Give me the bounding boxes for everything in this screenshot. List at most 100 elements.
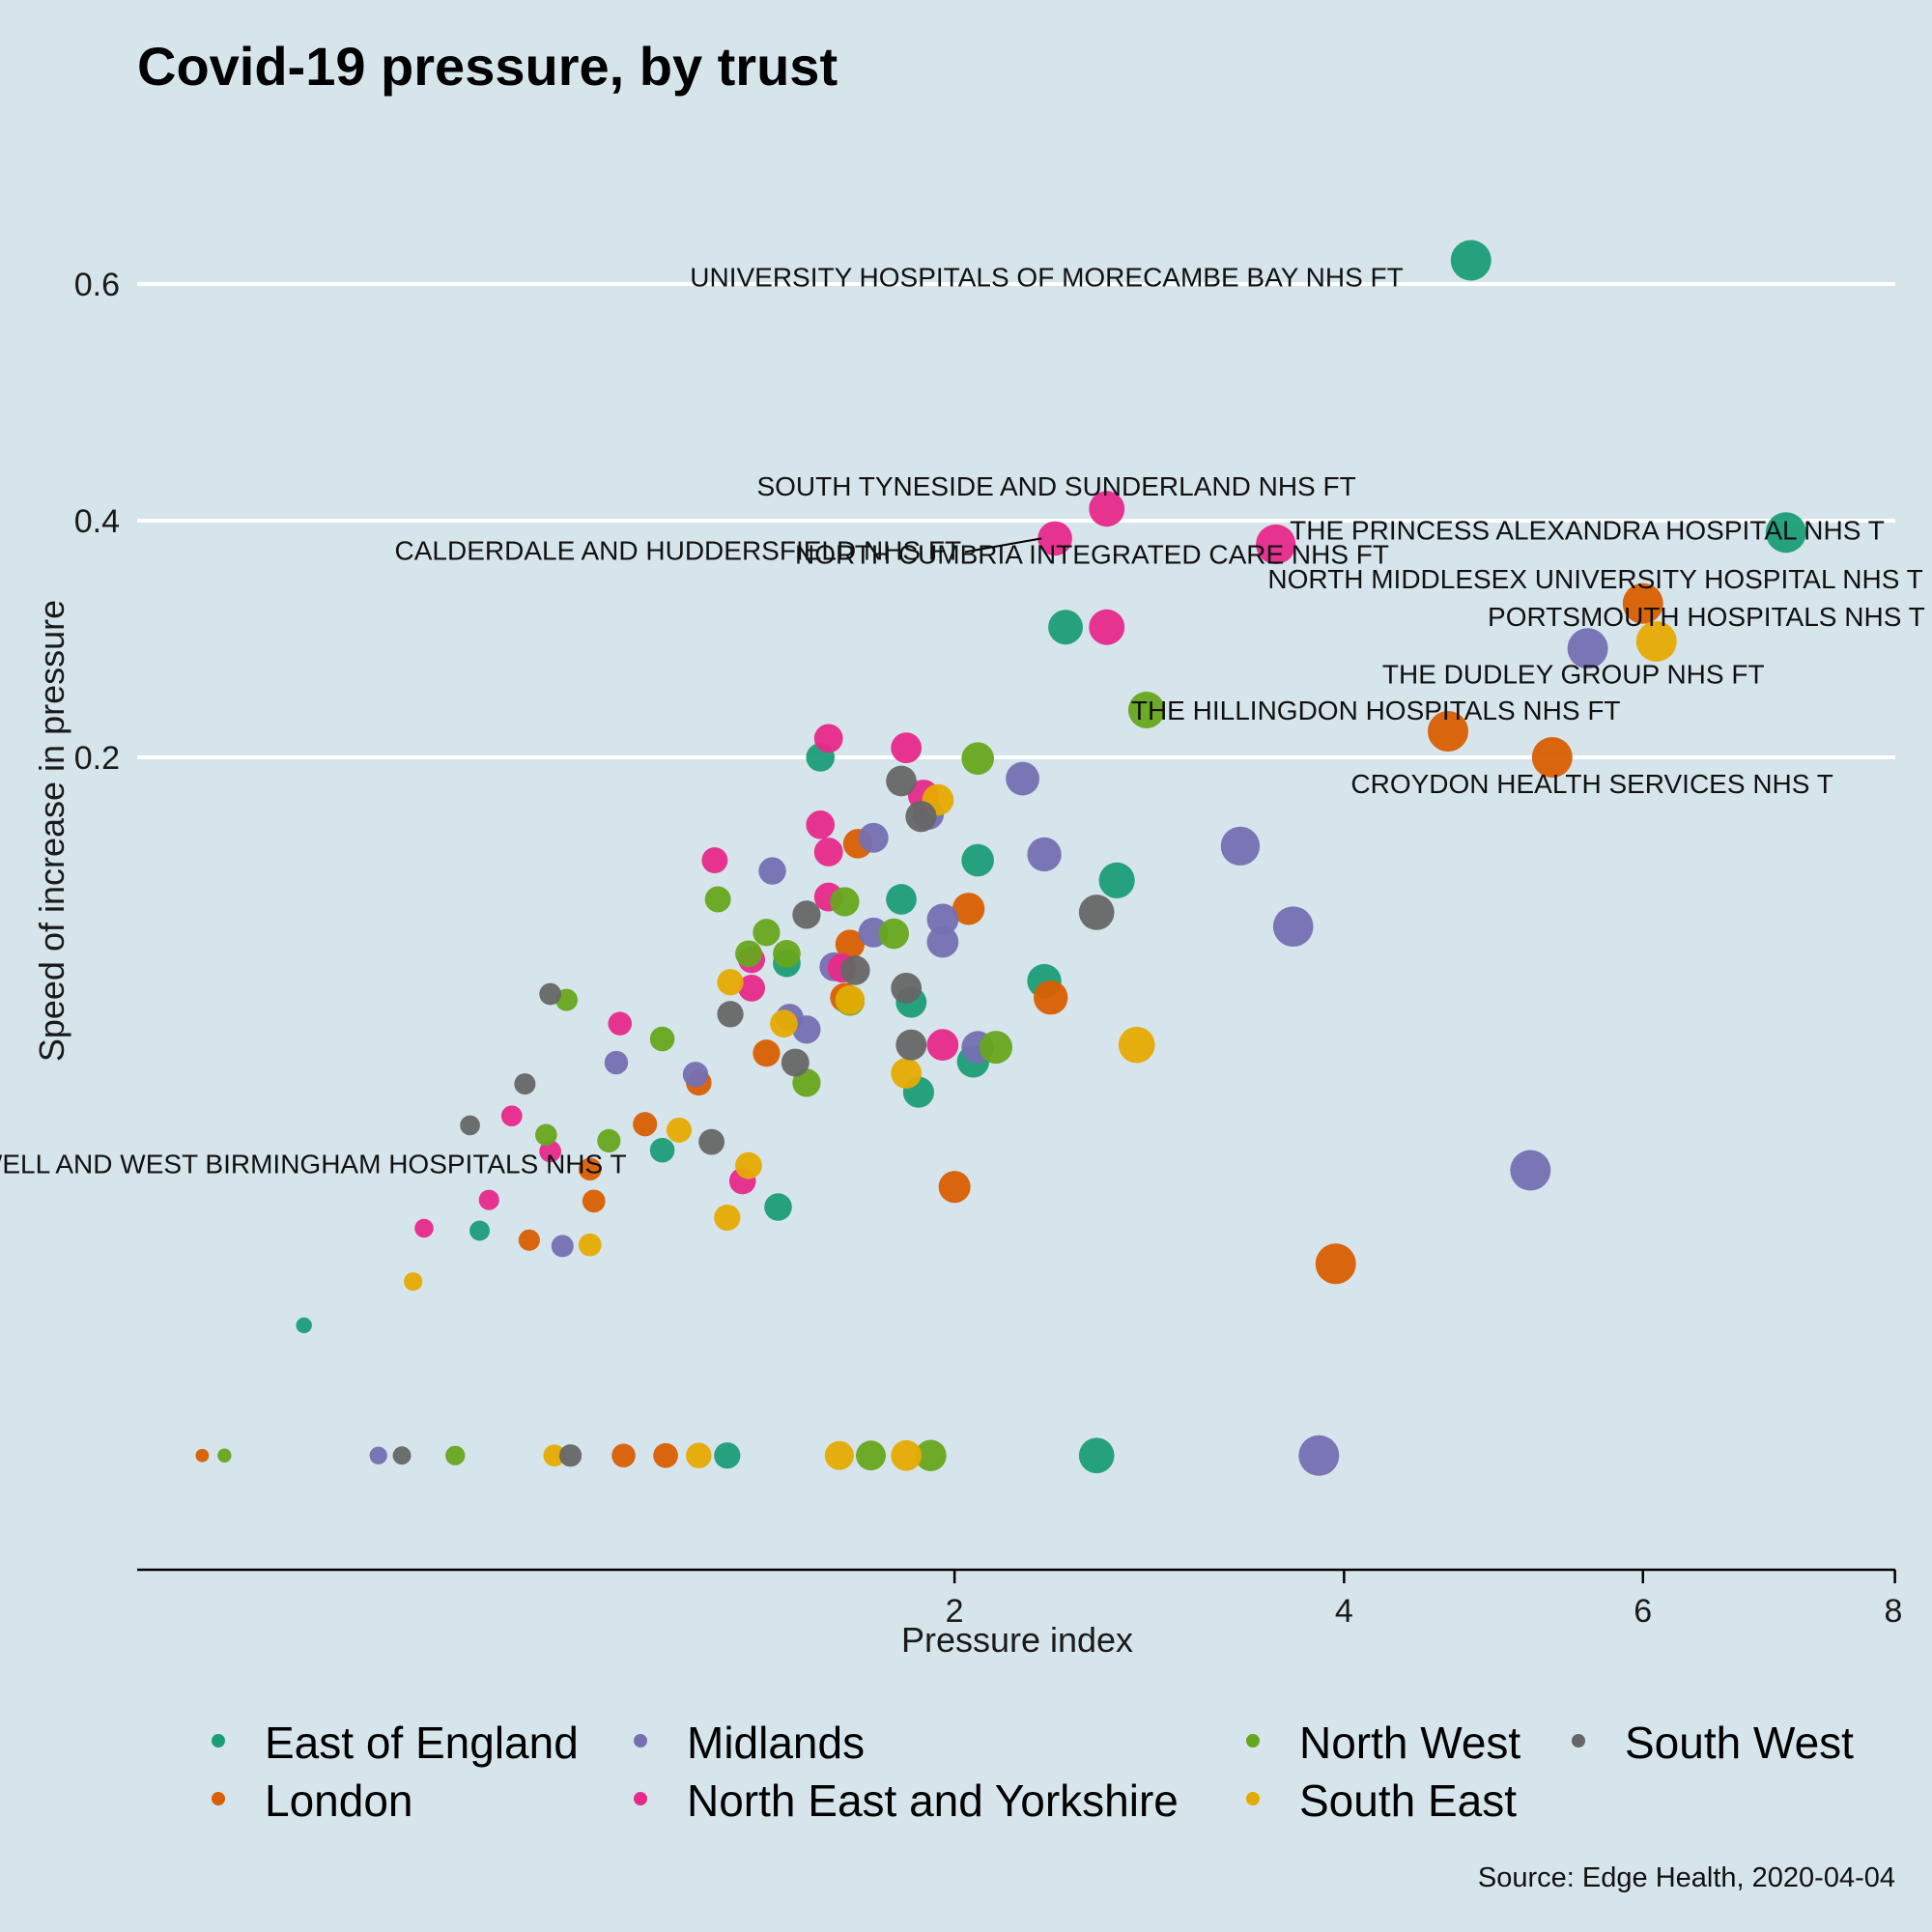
point-annotation: UNIVERSITY HOSPITALS OF MORECAMBE BAY NH… bbox=[690, 263, 1404, 293]
x-tick-label: 2 bbox=[946, 1593, 964, 1630]
data-point bbox=[714, 1204, 741, 1232]
legend-label: East of England bbox=[265, 1718, 579, 1768]
legend-swatch bbox=[1246, 1734, 1260, 1747]
data-point bbox=[753, 919, 781, 947]
data-point bbox=[701, 847, 728, 874]
data-point bbox=[558, 1444, 582, 1467]
data-point bbox=[539, 982, 561, 1006]
data-point bbox=[404, 1272, 423, 1292]
data-point bbox=[781, 1048, 810, 1077]
data-point bbox=[1622, 582, 1663, 624]
data-point bbox=[1033, 980, 1068, 1015]
data-point bbox=[856, 1440, 886, 1471]
data-point bbox=[926, 925, 959, 958]
data-point bbox=[296, 1317, 312, 1334]
data-point bbox=[478, 1189, 499, 1210]
data-point bbox=[682, 1062, 709, 1088]
data-point bbox=[1127, 692, 1165, 728]
gridlines bbox=[137, 282, 1895, 759]
data-point bbox=[753, 1039, 781, 1067]
data-point bbox=[764, 1193, 792, 1221]
data-point bbox=[578, 1233, 602, 1257]
data-point bbox=[1078, 895, 1115, 930]
data-point bbox=[792, 1015, 821, 1044]
data-point bbox=[667, 1117, 693, 1143]
data-point bbox=[1510, 1150, 1551, 1191]
data-point bbox=[633, 1112, 658, 1137]
data-point bbox=[649, 1137, 675, 1163]
label-leader-lines bbox=[964, 537, 1042, 554]
data-point bbox=[611, 1443, 636, 1468]
data-point bbox=[698, 1128, 725, 1155]
point-annotations: UNIVERSITY HOSPITALS OF MORECAMBE BAY NH… bbox=[0, 263, 1925, 1179]
data-point bbox=[858, 822, 889, 853]
data-point bbox=[824, 1440, 854, 1470]
legend-label: North West bbox=[1299, 1718, 1520, 1768]
data-point bbox=[1118, 1026, 1155, 1064]
source-caption: Source: Edge Health, 2020-04-04 bbox=[1478, 1862, 1895, 1893]
data-point bbox=[1428, 711, 1469, 753]
data-point bbox=[891, 1439, 923, 1471]
data-point bbox=[717, 969, 744, 996]
data-point bbox=[608, 1011, 633, 1036]
data-point bbox=[835, 984, 866, 1015]
data-point bbox=[445, 1445, 466, 1465]
point-annotation: SANDWELL AND WEST BIRMINGHAM HOSPITALS N… bbox=[0, 1150, 627, 1179]
y-tick-label: 0.6 bbox=[74, 267, 120, 303]
data-point bbox=[1450, 240, 1492, 281]
data-point bbox=[518, 1229, 540, 1251]
legend-swatch bbox=[212, 1734, 225, 1747]
data-point bbox=[895, 1029, 927, 1061]
x-axis-title: Pressure index bbox=[901, 1620, 1133, 1660]
data-point bbox=[1765, 512, 1806, 554]
data-point bbox=[1635, 620, 1677, 662]
data-point bbox=[830, 887, 860, 917]
data-point bbox=[961, 742, 994, 776]
data-point bbox=[578, 1157, 602, 1181]
data-point bbox=[1006, 761, 1039, 796]
y-tick-label: 0.4 bbox=[74, 503, 120, 540]
data-point bbox=[1089, 609, 1125, 645]
y-tick-labels: 0.2 0.4 0.6 bbox=[74, 267, 120, 777]
x-tick-label: 8 bbox=[1885, 1593, 1903, 1630]
legend-swatch bbox=[1246, 1792, 1260, 1805]
legend-swatch bbox=[1572, 1734, 1585, 1747]
data-point bbox=[717, 1001, 744, 1028]
data-point bbox=[704, 886, 731, 913]
chart-title: Covid-19 pressure, by trust bbox=[137, 36, 838, 97]
data-point bbox=[460, 1115, 480, 1136]
data-point bbox=[1220, 826, 1261, 867]
data-point bbox=[979, 1031, 1013, 1065]
data-point bbox=[878, 918, 910, 950]
data-point bbox=[500, 1105, 523, 1127]
data-point bbox=[582, 1189, 606, 1213]
data-point bbox=[1098, 862, 1135, 898]
y-axis-title: Speed of increase in pressure bbox=[32, 600, 71, 1062]
data-point bbox=[952, 893, 985, 925]
point-annotation: CROYDON HEALTH SERVICES NHS T bbox=[1350, 769, 1833, 799]
data-point bbox=[886, 884, 917, 915]
legend-label: North East and Yorkshire bbox=[687, 1776, 1179, 1826]
data-point bbox=[514, 1073, 536, 1095]
data-point bbox=[539, 1140, 561, 1163]
data-point bbox=[926, 903, 959, 936]
legend-label: South West bbox=[1625, 1718, 1854, 1768]
data-point bbox=[1531, 737, 1573, 778]
x-tick-label: 6 bbox=[1634, 1593, 1652, 1630]
data-point bbox=[770, 1009, 798, 1037]
data-point bbox=[604, 1050, 629, 1075]
data-point bbox=[738, 974, 766, 1002]
data-point bbox=[1256, 524, 1296, 565]
data-point bbox=[597, 1128, 621, 1153]
legend-swatch bbox=[634, 1792, 647, 1805]
data-point bbox=[886, 765, 917, 797]
data-point bbox=[961, 843, 994, 877]
data-point bbox=[926, 1029, 959, 1062]
data-point bbox=[414, 1218, 434, 1238]
point-annotation: NORTH MIDDLESEX UNIVERSITY HOSPITAL NHS … bbox=[1267, 564, 1922, 594]
data-point bbox=[649, 1026, 675, 1052]
point-annotation: SOUTH TYNESIDE AND SUNDERLAND NHS FT bbox=[756, 471, 1355, 501]
data-point bbox=[369, 1446, 387, 1464]
